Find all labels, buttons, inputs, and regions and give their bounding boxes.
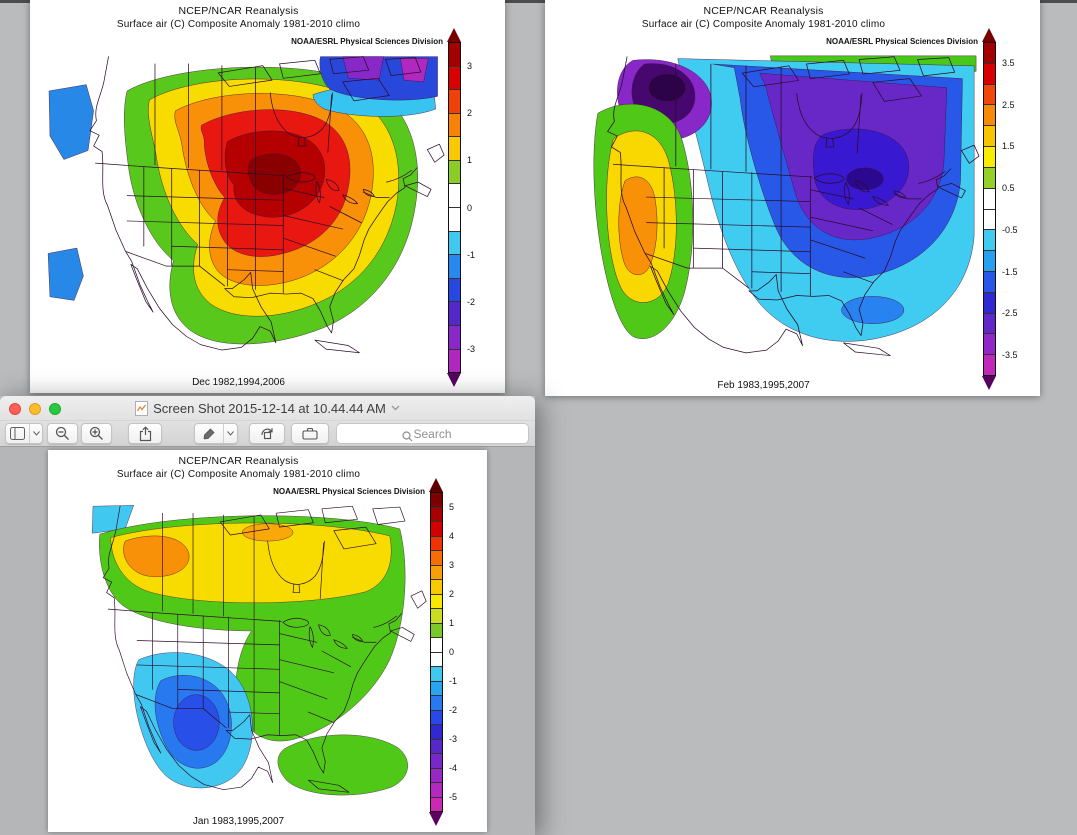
map-subtitle: Surface air (C) Composite Anomaly 1981-2… — [116, 19, 361, 30]
title-chevron-icon[interactable] — [391, 405, 400, 411]
chevron-down-icon[interactable] — [223, 424, 237, 443]
map-subtitle: Surface air (C) Composite Anomaly 1981-2… — [641, 19, 886, 30]
anomaly-map-jan — [91, 505, 427, 796]
zoom-in-icon — [89, 426, 103, 440]
toolbar — [0, 421, 535, 446]
map-panel-feb: NCEP/NCAR Reanalysis Surface air (C) Com… — [545, 0, 1040, 396]
window-title: Screen Shot 2015-12-14 at 10.44.44 AM — [153, 400, 386, 416]
map-subtitle: Surface air (C) Composite Anomaly 1981-2… — [116, 469, 361, 480]
map-title: NCEP/NCAR Reanalysis — [703, 5, 824, 17]
anomaly-map-dec — [47, 56, 445, 354]
share-button[interactable] — [128, 423, 162, 444]
document-icon — [135, 400, 149, 416]
titlebar[interactable]: Screen Shot 2015-12-14 at 10.44.44 AM — [0, 396, 535, 421]
rotate-icon — [260, 427, 273, 439]
close-button[interactable] — [9, 403, 21, 415]
colorbar-jan: 5 4 3 2 1 0 -1 -2 -3 -4 -5 — [429, 478, 479, 826]
markup-toolbox-button[interactable] — [291, 423, 329, 444]
anomaly-map-feb — [593, 55, 980, 356]
date-label: Jan 1983,1995,2007 — [192, 816, 285, 827]
rotate-button[interactable] — [249, 423, 285, 444]
zoom-out-button[interactable] — [47, 423, 78, 444]
markup-pen-icon[interactable] — [195, 424, 223, 443]
search-field[interactable] — [336, 423, 529, 444]
sidebar-view-control[interactable] — [5, 423, 43, 444]
menubar-remnant — [0, 0, 1077, 3]
preview-window: Screen Shot 2015-12-14 at 10.44.44 AM — [0, 396, 535, 835]
markup-toolbox-icon — [302, 427, 318, 440]
markup-pen-control[interactable] — [194, 423, 238, 444]
agency-label: NOAA/ESRL Physical Sciences Division — [291, 37, 443, 46]
colorbar-feb: 3.5 2.5 1.5 0.5 -0.5 -1.5 -2.5 -3.5 — [982, 28, 1032, 390]
zoom-button[interactable] — [49, 403, 61, 415]
colorbar-dec: 3 2 1 0 -1 -2 -3 — [447, 28, 497, 387]
agency-label: NOAA/ESRL Physical Sciences Division — [826, 37, 978, 46]
date-label: Feb 1983,1995,2007 — [717, 380, 810, 391]
window-header: Screen Shot 2015-12-14 at 10.44.44 AM — [0, 396, 535, 447]
zoom-in-button[interactable] — [81, 423, 112, 444]
traffic-lights — [9, 403, 61, 415]
window-content: NCEP/NCAR Reanalysis Surface air (C) Com… — [0, 447, 535, 835]
zoom-out-icon — [55, 426, 69, 440]
minimize-button[interactable] — [29, 403, 41, 415]
agency-label: NOAA/ESRL Physical Sciences Division — [273, 487, 425, 496]
map-panel-dec: NCEP/NCAR Reanalysis Surface air (C) Com… — [30, 0, 505, 393]
chevron-down-icon[interactable] — [29, 424, 42, 443]
date-label: Dec 1982,1994,2006 — [192, 377, 285, 388]
sidebar-view-icon[interactable] — [6, 424, 29, 443]
map-panel-jan: NCEP/NCAR Reanalysis Surface air (C) Com… — [48, 450, 487, 832]
window-title-area[interactable]: Screen Shot 2015-12-14 at 10.44.44 AM — [0, 396, 535, 420]
map-title: NCEP/NCAR Reanalysis — [178, 455, 299, 467]
search-input[interactable] — [337, 424, 528, 443]
map-title: NCEP/NCAR Reanalysis — [178, 5, 299, 17]
share-icon — [139, 425, 151, 441]
